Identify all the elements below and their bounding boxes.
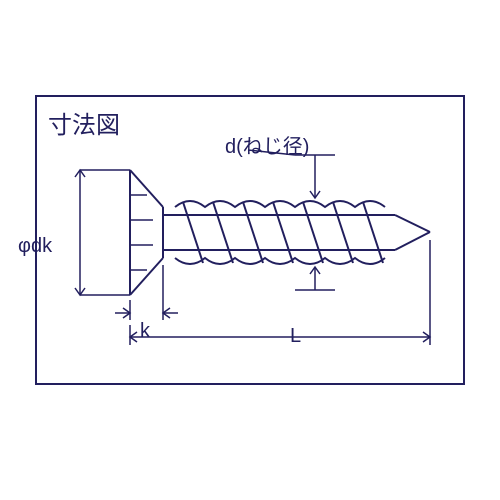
label-k: k bbox=[140, 320, 150, 343]
label-L: L bbox=[290, 325, 301, 348]
label-d: d(ねじ径) bbox=[225, 130, 309, 159]
label-phi-dk: φdk bbox=[18, 235, 52, 258]
